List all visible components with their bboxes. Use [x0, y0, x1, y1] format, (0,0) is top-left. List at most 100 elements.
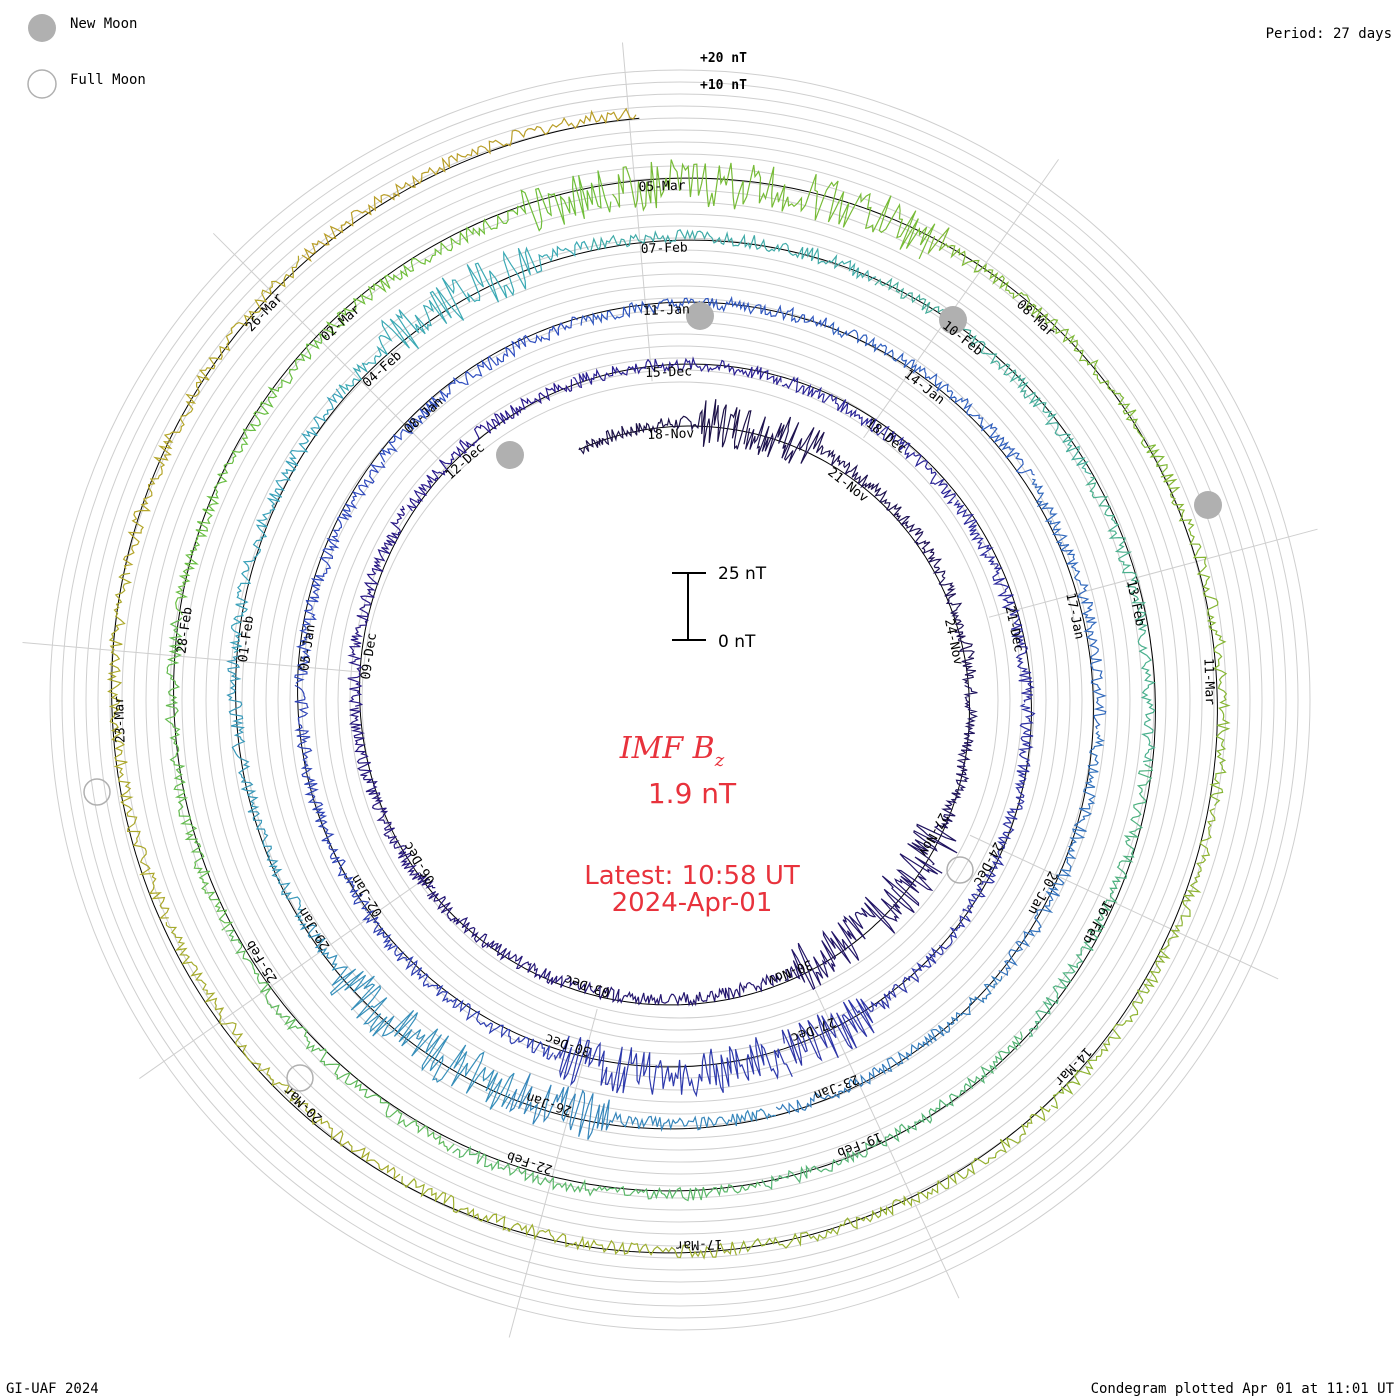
- bz-trace-segment: [361, 910, 554, 1060]
- bz-trace-segment: [225, 929, 455, 1152]
- date-label: 30-Dec: [543, 1030, 592, 1059]
- period-label: Period: 27 days: [1266, 26, 1392, 42]
- grid-spoke: [969, 834, 1279, 980]
- grid-circle: [337, 357, 1023, 1043]
- grid-circle: [361, 381, 999, 1019]
- bz-trace-segment: [1050, 808, 1216, 1109]
- bz-trace-segment: [294, 684, 370, 911]
- date-label: 08-Jan: [401, 394, 446, 437]
- date-label-layer: 18-Nov21-Nov24-Nov27-Nov30-Nov03-Dec06-D…: [112, 178, 1217, 1252]
- full-moon-marker: [286, 1064, 314, 1092]
- bz-trace-segment: [784, 853, 943, 991]
- date-label: 14-Jan: [901, 367, 947, 408]
- scale-bar: 25 nT 0 nT: [672, 564, 767, 652]
- full-moon-legend-icon: [27, 69, 57, 99]
- bz-trace-segment: [378, 316, 578, 463]
- grid-spoke: [212, 232, 455, 475]
- bz-trace-segment: [907, 684, 979, 866]
- date-label: 15-Dec: [645, 364, 692, 381]
- grid-spoke: [22, 641, 362, 673]
- bz-trace-segment: [406, 379, 573, 512]
- bz-trace-segment: [348, 707, 436, 889]
- date-label: 20-Mar: [281, 1082, 326, 1125]
- bz-trace-segment: [426, 890, 597, 995]
- bz-trace-segment: [1085, 476, 1156, 763]
- grid-circle: [193, 213, 1167, 1187]
- current-value: 1.9 nT: [648, 777, 737, 810]
- grid-circle: [181, 201, 1179, 1199]
- date-label: 05-Mar: [638, 178, 686, 195]
- date-label: 30-Nov: [765, 956, 814, 988]
- bz-trace-segment: [590, 229, 877, 282]
- bz-trace-segment: [781, 376, 956, 505]
- grid-circle: [265, 285, 1095, 1115]
- bz-trace-segment: [299, 923, 515, 1110]
- new-moon-marker: [939, 306, 967, 334]
- bz-trace-segment: [226, 655, 304, 921]
- grid-circle: [289, 309, 1071, 1091]
- grid-spoke: [988, 528, 1318, 618]
- grid-spoke: [814, 989, 960, 1299]
- date-label: 18-Nov: [647, 426, 695, 443]
- grid-spoke: [621, 42, 653, 382]
- bz-trace-segment: [1028, 763, 1154, 1037]
- date-label: 05-Jan: [297, 623, 318, 672]
- bz-trace-segment: [597, 973, 783, 1007]
- scale-bar-bottom-label: 0 nT: [718, 632, 756, 652]
- bz-trace-segment: [827, 321, 1035, 476]
- bz-trace-segment: [761, 1031, 1023, 1190]
- grid-circle: [61, 81, 1299, 1319]
- new-moon-marker: [496, 441, 524, 469]
- bz-trace-segment: [106, 572, 170, 919]
- grid-spoke: [863, 159, 1059, 439]
- bz-trace-segment: [898, 515, 977, 685]
- latest-date: 2024-Apr-01: [612, 888, 773, 918]
- bz-trace-segment: [294, 461, 386, 684]
- full-moon-marker: [83, 778, 111, 806]
- grid-circle: [85, 105, 1275, 1295]
- grid-circle: [217, 237, 1143, 1163]
- bz-trace-segment: [452, 1145, 761, 1202]
- footer-credit: GI-UAF 2024: [6, 1381, 99, 1397]
- date-label: 02-Mar: [319, 302, 364, 345]
- grid-circle: [73, 93, 1287, 1307]
- date-label: 18-Dec: [863, 416, 909, 457]
- grid-circle: [205, 225, 1155, 1175]
- grid-circle: [145, 165, 1215, 1235]
- date-label: 11-Mar: [1200, 658, 1217, 706]
- bz-trace-segment: [229, 388, 344, 654]
- grid-circle: [49, 69, 1311, 1331]
- date-label: 16-Feb: [1079, 897, 1114, 946]
- date-label: 13-Feb: [1123, 579, 1147, 628]
- ring-scale-outer-label: +20 nT: [700, 51, 747, 66]
- full-moon-marker: [946, 856, 974, 884]
- bz-trace-segment: [874, 277, 1092, 475]
- bz-trace-segment: [165, 922, 401, 1181]
- date-label: 17-Jan: [1062, 592, 1086, 641]
- bz-trace-segment: [122, 255, 300, 570]
- new-moon-legend-label: New Moon: [70, 16, 137, 32]
- date-label: 22-Feb: [505, 1148, 554, 1177]
- bz-trace-segment: [338, 240, 589, 395]
- date-label: 25-Feb: [243, 937, 281, 985]
- date-label: 09-Dec: [359, 632, 380, 681]
- new-moon-marker: [686, 302, 714, 330]
- full-moon-legend-label: Full Moon: [70, 72, 146, 88]
- grid-circle: [241, 261, 1119, 1139]
- footer-plot-time: Condegram plotted Apr 01 at 11:01 UT: [1091, 1381, 1395, 1397]
- date-label: 11-Jan: [643, 302, 690, 319]
- bz-trace-segment: [175, 332, 328, 616]
- bz-trace-segment: [578, 399, 752, 455]
- date-label: 28-Feb: [174, 606, 195, 655]
- date-label: 04-Feb: [360, 348, 405, 391]
- latest-time: Latest: 10:58 UT: [584, 861, 800, 891]
- scale-bar-top-label: 25 nT: [718, 564, 767, 584]
- date-label: 23-Jan: [812, 1071, 861, 1103]
- bz-trace-segment: [738, 1105, 1051, 1254]
- grid-spoke: [508, 1008, 598, 1338]
- grid-circle: [97, 117, 1263, 1283]
- bz-trace-segment: [347, 505, 406, 707]
- bz-trace-segment: [301, 107, 637, 263]
